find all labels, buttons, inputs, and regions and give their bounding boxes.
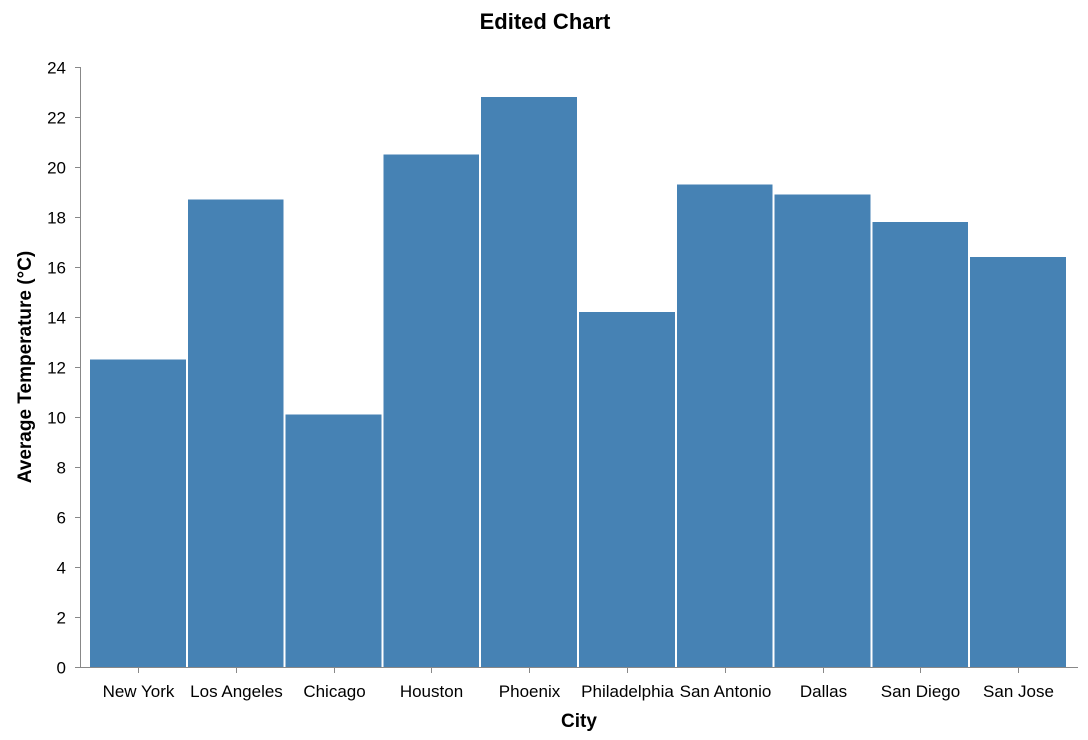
y-tick-label: 10: [47, 409, 66, 428]
x-tick-label: Dallas: [800, 682, 847, 701]
y-tick-label: 14: [47, 309, 66, 328]
x-tick-label: Los Angeles: [190, 682, 283, 701]
y-tick-label: 4: [57, 559, 66, 578]
bar-new-york[interactable]: [90, 359, 186, 668]
chart-title: Edited Chart: [480, 9, 611, 34]
x-tick-label: Phoenix: [499, 682, 561, 701]
bar-san-diego[interactable]: [872, 222, 969, 667]
y-tick-label: 22: [47, 109, 66, 128]
y-tick-label: 18: [47, 209, 66, 228]
y-tick-label: 8: [57, 459, 66, 478]
y-tick-label: 24: [47, 59, 66, 78]
y-tick-label: 0: [57, 659, 66, 678]
bar-chicago[interactable]: [285, 414, 382, 668]
y-tick-label: 6: [57, 509, 66, 528]
x-axis: New York Los Angeles Chicago Houston Phoenix…: [80, 667, 1078, 701]
x-tick-label: San Antonio: [680, 682, 772, 701]
x-tick-label: San Diego: [881, 682, 960, 701]
bar-los-angeles[interactable]: [187, 199, 284, 668]
bar-san-jose[interactable]: [970, 257, 1066, 667]
y-tick-label: 16: [47, 259, 66, 278]
x-tick-label: Houston: [400, 682, 463, 701]
x-tick-label: San Jose: [983, 682, 1054, 701]
bar-dallas[interactable]: [774, 194, 871, 668]
bars-group: [90, 97, 1066, 667]
bar-houston[interactable]: [383, 154, 480, 668]
x-axis-title: City: [561, 711, 597, 732]
x-tick-label: Philadelphia: [581, 682, 674, 701]
bar-san-antonio[interactable]: [676, 184, 773, 668]
bar-philadelphia[interactable]: [579, 312, 675, 667]
bar-phoenix[interactable]: [481, 97, 577, 667]
y-tick-label: 12: [47, 359, 66, 378]
y-tick-label: 2: [57, 609, 66, 628]
x-tick-label: Chicago: [303, 682, 365, 701]
y-axis-title: Average Temperature (°C): [15, 251, 36, 484]
x-tick-label: New York: [103, 682, 175, 701]
y-tick-label: 20: [47, 159, 66, 178]
